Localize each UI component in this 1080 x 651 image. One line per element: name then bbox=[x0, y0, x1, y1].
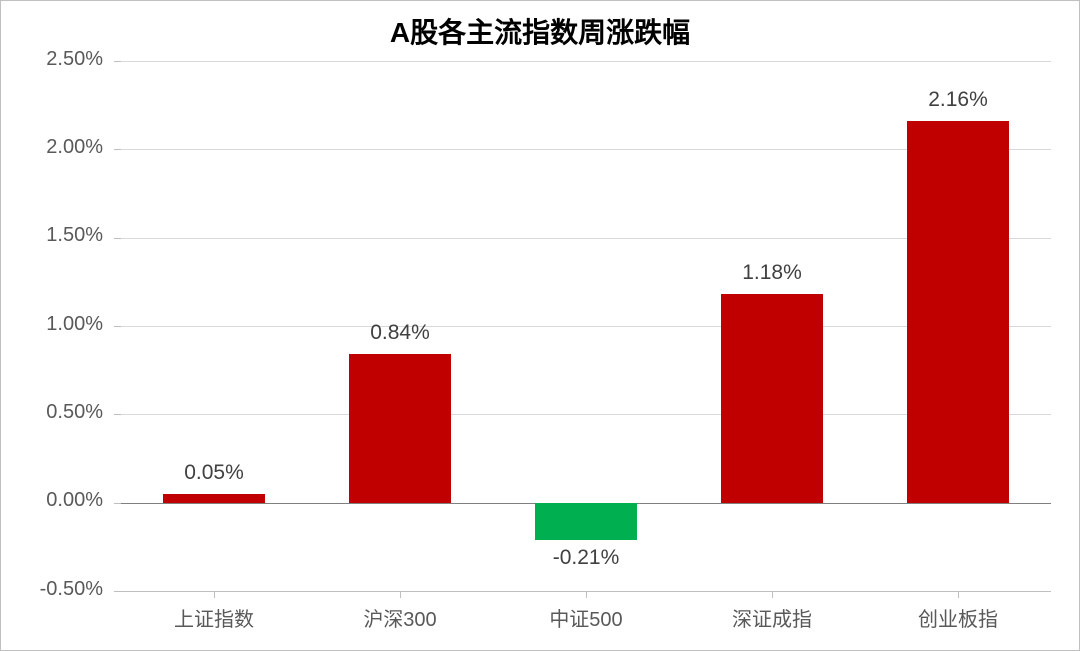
chart-title: A股各主流指数周涨跌幅 bbox=[1, 11, 1079, 51]
gridline bbox=[121, 61, 1051, 62]
x-axis-label: 创业板指 bbox=[865, 603, 1051, 632]
bar bbox=[349, 354, 451, 502]
bar bbox=[535, 503, 637, 540]
y-tick bbox=[114, 591, 121, 592]
x-axis-label: 上证指数 bbox=[121, 603, 307, 632]
y-axis-label: 2.00% bbox=[1, 136, 103, 159]
x-tick bbox=[400, 591, 401, 598]
y-tick bbox=[114, 414, 121, 415]
x-axis-label: 深证成指 bbox=[679, 603, 865, 632]
x-axis-label: 沪深300 bbox=[307, 603, 493, 632]
y-tick bbox=[114, 61, 121, 62]
y-axis-label: -0.50% bbox=[1, 578, 103, 601]
x-axis-label: 中证500 bbox=[493, 603, 679, 632]
bar bbox=[721, 294, 823, 502]
y-tick bbox=[114, 149, 121, 150]
x-tick bbox=[958, 591, 959, 598]
y-axis-label: 0.50% bbox=[1, 401, 103, 424]
y-axis-label: 0.00% bbox=[1, 489, 103, 512]
y-tick bbox=[114, 238, 121, 239]
y-axis-label: 1.00% bbox=[1, 313, 103, 336]
bar-value-label: 0.05% bbox=[121, 461, 307, 485]
x-tick bbox=[772, 591, 773, 598]
plot-area bbox=[121, 61, 1051, 591]
bar bbox=[163, 494, 265, 503]
x-tick bbox=[586, 591, 587, 598]
x-axis-line bbox=[121, 591, 1051, 592]
y-axis-label: 1.50% bbox=[1, 224, 103, 247]
y-tick bbox=[114, 503, 121, 504]
bar-value-label: 2.16% bbox=[865, 88, 1051, 112]
x-tick bbox=[214, 591, 215, 598]
bar-value-label: -0.21% bbox=[493, 546, 679, 570]
y-tick bbox=[114, 326, 121, 327]
bar-value-label: 1.18% bbox=[679, 261, 865, 285]
y-axis-label: 2.50% bbox=[1, 48, 103, 71]
bar-value-label: 0.84% bbox=[307, 321, 493, 345]
bar bbox=[907, 121, 1009, 503]
weekly-index-change-chart: A股各主流指数周涨跌幅 -0.50% 0.00% 0.50% 1.00% 1.50% 2.… bbox=[0, 0, 1080, 651]
